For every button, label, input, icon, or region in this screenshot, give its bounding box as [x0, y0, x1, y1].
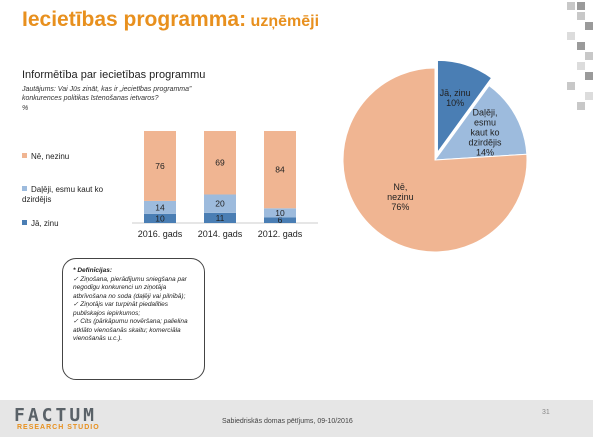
- legend-item-dalji: Daļēji, esmu kaut ko dzirdējis: [22, 185, 103, 205]
- bar-segment-ne: [144, 131, 176, 201]
- bar-value-label: 76: [155, 161, 165, 171]
- legend-item-ja: Jā, zinu: [22, 219, 59, 229]
- bar-value-label: 10: [155, 213, 165, 223]
- legend-label-ne: Nē, nezinu: [31, 152, 70, 161]
- pie-slice-ja: [436, 60, 493, 154]
- definition-item-3: ✓ Cits (pārkāpumu novēršana; palielina a…: [73, 318, 188, 342]
- pie-label-ne: Nē, nezinu 76%: [387, 182, 414, 212]
- legend-label-ja: Jā, zinu: [31, 219, 59, 228]
- bar-segment-ja: [264, 217, 296, 223]
- definitions-box: * Definīcijas: ✓ Ziņošana, pierādījumu s…: [62, 258, 205, 380]
- x-tick-label: 2012. gads: [258, 229, 303, 239]
- legend-swatch-dalji: [22, 186, 27, 191]
- footer-bar: [0, 400, 593, 437]
- bar-value-label: 20: [215, 199, 225, 209]
- bar-segment-dalji: [204, 194, 236, 213]
- logo-factum: FACTUM: [14, 405, 98, 426]
- title-sub: uzņēmēji: [250, 13, 320, 30]
- bar-value-label: 6: [278, 215, 283, 225]
- unit-label: %: [22, 105, 29, 112]
- bar-segment-ne: [264, 131, 296, 209]
- definition-item-1: ✓ Ziņošana, pierādījumu sniegšana par ne…: [73, 275, 187, 300]
- x-tick-label: 2016. gads: [138, 229, 183, 239]
- pie-slice-dalji: [433, 84, 528, 161]
- logo-research-studio: RESEARCH STUDIO: [17, 424, 100, 431]
- footer-text: Sabiedriskās domas pētījums, 09-10/2016: [222, 418, 353, 425]
- bar-value-label: 14: [155, 202, 165, 212]
- pie-label-dalji: Daļēji, esmu kaut ko dzirdējis 14%: [468, 108, 502, 158]
- legend-label-dalji-1: Daļēji, esmu kaut ko: [31, 185, 104, 194]
- legend-item-ne: Nē, nezinu: [22, 152, 69, 162]
- legend-label-dalji-2: dzirdējis: [22, 195, 52, 204]
- x-tick-label: 2014. gads: [198, 229, 243, 239]
- pie-label-ja: Jā, zinu 10%: [440, 88, 471, 108]
- bar-segment-dalji: [144, 200, 176, 214]
- title-main: Iecietības programma:: [22, 8, 247, 31]
- page-title: Iecietības programma: uzņēmēji: [22, 8, 319, 32]
- pie-slice-ne: [342, 67, 528, 253]
- decorative-squares: [567, 2, 593, 110]
- bar-value-label: 69: [215, 158, 225, 168]
- legend-swatch-ja: [22, 220, 27, 225]
- bar-value-label: 84: [275, 165, 285, 175]
- bar-segment-dalji: [264, 208, 296, 218]
- definitions-heading: * Definīcijas:: [73, 267, 113, 274]
- legend-swatch-ne: [22, 153, 27, 158]
- bar-segment-ja: [204, 212, 236, 223]
- bar-segment-ne: [204, 131, 236, 195]
- page-number: 31: [542, 409, 550, 416]
- chart-subtitle: Informētība par iecietības programmu: [22, 69, 206, 81]
- bar-segment-ja: [144, 213, 176, 223]
- survey-question: Jautājums: Vai Jūs zināt, kas ir „ieciet…: [22, 86, 192, 102]
- bar-value-label: 11: [216, 213, 225, 223]
- pie-chart: Jā, zinu 10%Daļēji, esmu kaut ko dzirdējis 14…: [342, 60, 528, 253]
- definition-item-2: ✓ Ziņotājs var turpināt piedalīties publ…: [73, 301, 169, 317]
- bar-value-label: 10: [275, 208, 285, 218]
